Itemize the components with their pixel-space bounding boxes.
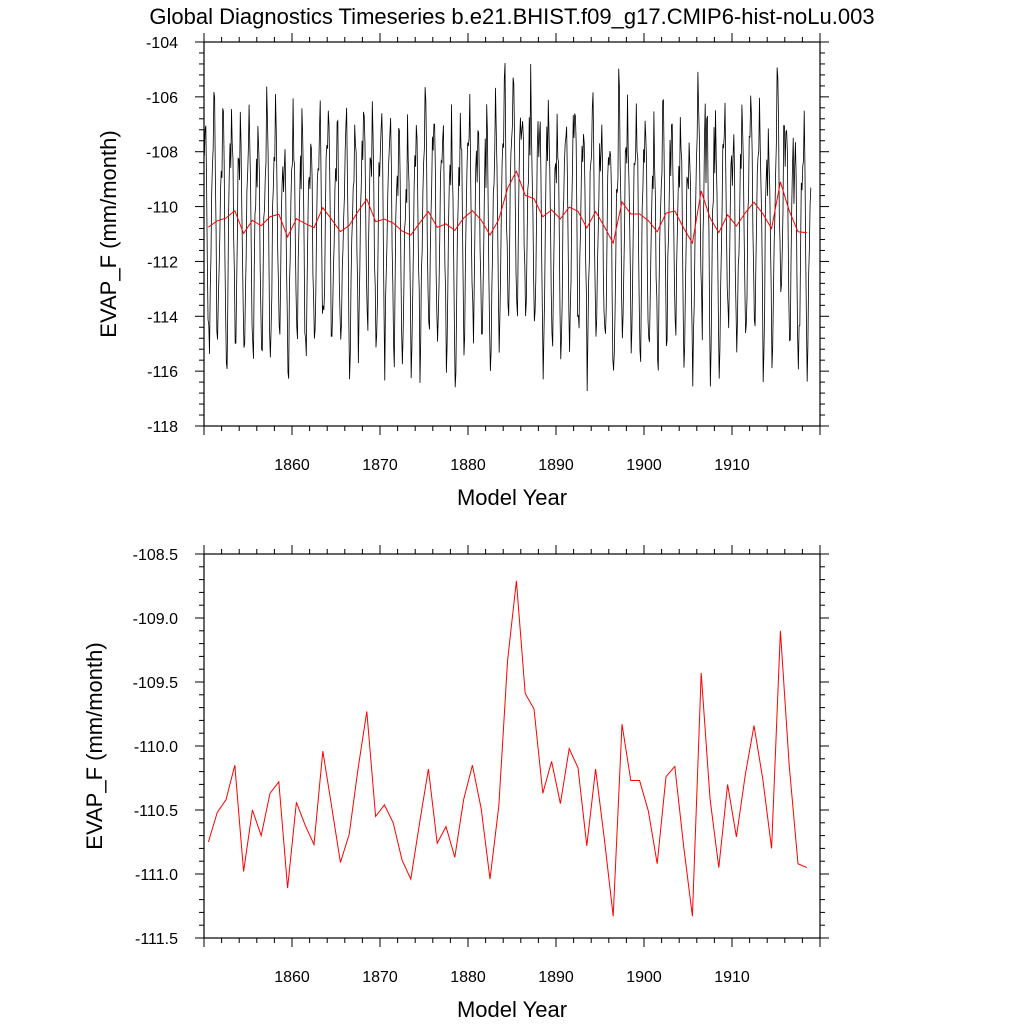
y-tick-label: -108 bbox=[146, 145, 178, 162]
y-axis-label: EVAP_F (mm/month) bbox=[82, 642, 107, 849]
y-tick-label: -109.5 bbox=[133, 675, 178, 692]
y-axis-label: EVAP_F (mm/month) bbox=[96, 130, 121, 337]
y-tick-label: -111.5 bbox=[135, 931, 178, 948]
x-tick-label: 1890 bbox=[538, 457, 574, 474]
x-axis-label: Model Year bbox=[457, 997, 567, 1022]
plot-frame bbox=[203, 553, 821, 939]
y-tick-label: -106 bbox=[146, 90, 178, 107]
x-axis-label: Model Year bbox=[457, 485, 567, 510]
y-tick-label: -111.0 bbox=[135, 867, 178, 884]
x-tick-label: 1880 bbox=[450, 969, 486, 986]
y-tick-label: -112 bbox=[147, 254, 178, 271]
y-tick-label: -110.5 bbox=[134, 803, 178, 820]
y-tick-label: -109.0 bbox=[133, 611, 178, 628]
x-tick-label: 1880 bbox=[450, 457, 486, 474]
x-tick-label: 1910 bbox=[714, 969, 750, 986]
y-tick-label: -110.0 bbox=[134, 739, 178, 756]
series-monthly-line bbox=[204, 63, 812, 392]
y-tick-label: -104 bbox=[146, 35, 178, 52]
y-tick-label: -118 bbox=[147, 419, 178, 436]
y-tick-label: -114 bbox=[147, 309, 178, 326]
panel-bottom-annual: 1860 1870 1880 1890 1900 1910 -108.5 -109.0 -109… bbox=[82, 545, 829, 1022]
panel-top-monthly: 1860 1870 1880 1890 1900 1910 -104 -106 -108 -110… bbox=[96, 33, 829, 510]
plot-frame bbox=[203, 41, 821, 427]
x-tick-label: 1860 bbox=[274, 969, 310, 986]
y-tick-label: -116 bbox=[147, 364, 178, 381]
series-annual-line bbox=[207, 580, 807, 917]
y-tick-label: -108.5 bbox=[133, 547, 178, 564]
y-tick-label: -110 bbox=[147, 200, 178, 217]
x-tick-label: 1910 bbox=[714, 457, 750, 474]
series-annual-line bbox=[208, 169, 807, 245]
x-tick-label: 1860 bbox=[274, 457, 310, 474]
x-tick-label: 1900 bbox=[626, 969, 662, 986]
x-tick-label: 1870 bbox=[362, 969, 398, 986]
x-tick-label: 1870 bbox=[362, 457, 398, 474]
chart-title: Global Diagnostics Timeseries b.e21.BHIS… bbox=[149, 4, 874, 29]
x-tick-label: 1890 bbox=[538, 969, 574, 986]
x-tick-label: 1900 bbox=[626, 457, 662, 474]
